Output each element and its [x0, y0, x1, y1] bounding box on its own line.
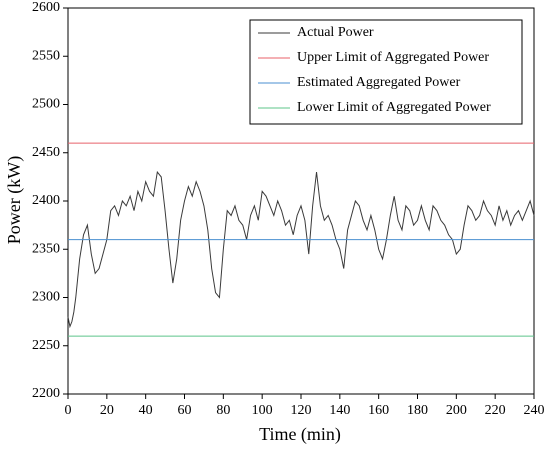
y-tick-label: 2200 — [32, 386, 60, 401]
y-tick-label: 2600 — [32, 0, 60, 15]
y-axis-label: Power (kW) — [4, 156, 25, 244]
legend-label: Upper Limit of Aggregated Power — [297, 50, 489, 65]
y-tick-label: 2250 — [32, 338, 60, 353]
x-tick-label: 180 — [407, 403, 428, 418]
x-tick-label: 240 — [524, 403, 545, 418]
y-tick-label: 2550 — [32, 48, 60, 63]
y-tick-label: 2450 — [32, 145, 60, 160]
legend-label: Estimated Aggregated Power — [297, 75, 461, 90]
y-tick-label: 2350 — [32, 241, 60, 256]
x-tick-label: 120 — [291, 403, 312, 418]
x-tick-label: 80 — [216, 403, 230, 418]
x-tick-label: 200 — [446, 403, 467, 418]
x-tick-label: 60 — [178, 403, 192, 418]
y-tick-label: 2400 — [32, 193, 60, 208]
x-tick-label: 0 — [65, 403, 72, 418]
legend-label: Actual Power — [297, 25, 374, 40]
x-axis-label: Time (min) — [259, 424, 341, 445]
x-tick-label: 220 — [485, 403, 506, 418]
legend-label: Lower Limit of Aggregated Power — [297, 100, 491, 115]
x-tick-label: 100 — [252, 403, 273, 418]
x-tick-label: 140 — [329, 403, 350, 418]
y-tick-label: 2300 — [32, 290, 60, 305]
y-tick-label: 2500 — [32, 97, 60, 112]
x-tick-label: 20 — [100, 403, 114, 418]
x-tick-label: 40 — [139, 403, 153, 418]
legend-box — [249, 19, 523, 125]
x-tick-label: 160 — [368, 403, 389, 418]
series-line — [67, 170, 535, 329]
